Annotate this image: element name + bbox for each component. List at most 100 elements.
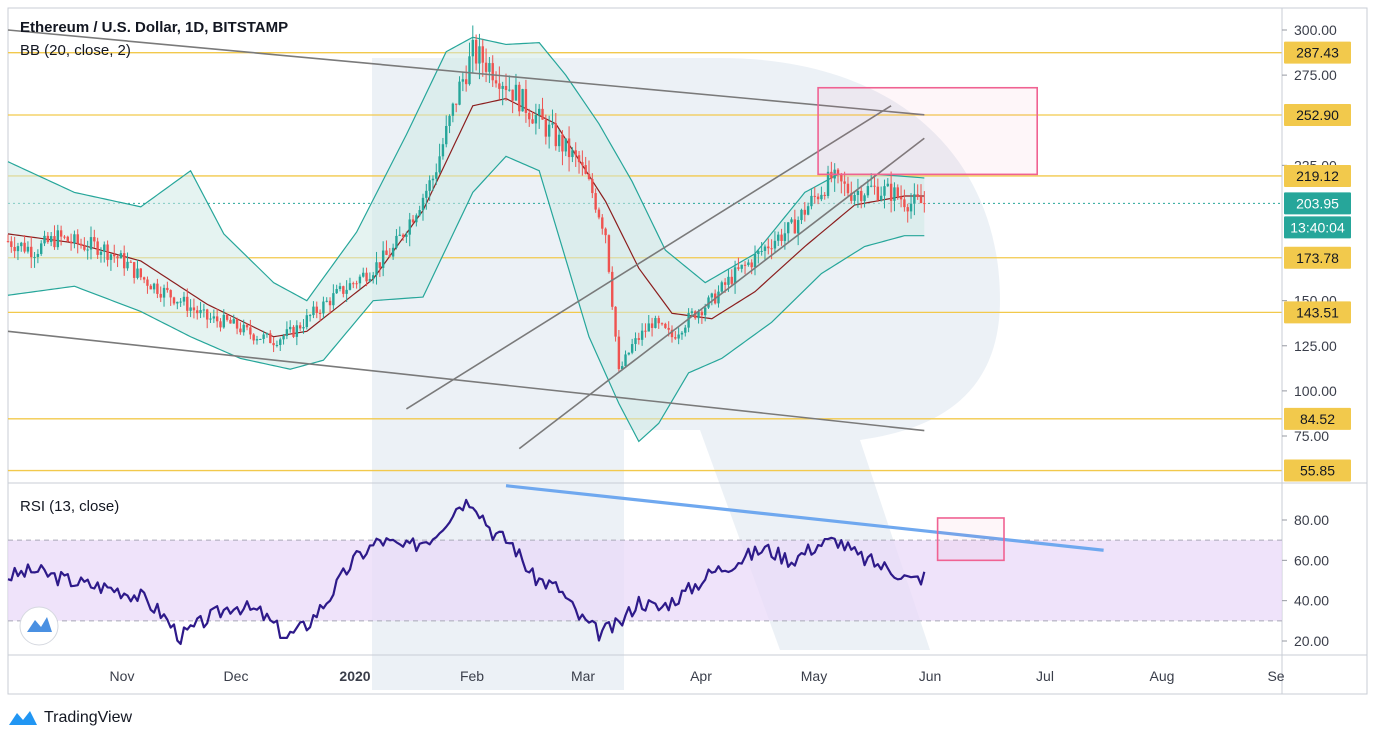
candle-body	[212, 316, 216, 319]
candle-body	[760, 250, 763, 252]
candle-body	[584, 165, 587, 174]
time-tick-label-9: Aug	[1150, 668, 1175, 684]
bar-countdown-tag-bg	[1284, 216, 1351, 239]
level-tag-0-bg	[1284, 41, 1351, 64]
candle-body	[159, 293, 162, 298]
candle-body	[501, 85, 504, 89]
candle-body	[767, 246, 770, 249]
candle-body	[252, 334, 255, 341]
candle-body	[710, 293, 714, 298]
candle-body	[494, 80, 498, 84]
price-tick-label-5: 100.00	[1294, 383, 1337, 399]
candle-body	[863, 195, 866, 202]
candle-body	[229, 319, 232, 324]
candle-body	[192, 307, 196, 311]
candle-body	[86, 249, 89, 251]
target-zones	[817, 86, 1039, 176]
candle-body	[474, 39, 478, 64]
candle-body	[810, 195, 813, 207]
level-tag-3: 173.78	[1284, 246, 1351, 269]
candle-body	[455, 103, 458, 105]
candle-body	[438, 156, 441, 173]
candle-body	[843, 181, 846, 184]
candle-body	[883, 186, 886, 196]
candle-body	[889, 183, 893, 201]
candle-body	[166, 287, 169, 291]
candle-body	[621, 366, 624, 370]
candle-body	[172, 297, 176, 304]
candle-body	[322, 301, 325, 314]
candle-body	[800, 209, 803, 221]
candle-body	[219, 321, 222, 328]
candle-body	[99, 251, 103, 255]
candle-body	[123, 253, 126, 269]
candle-body	[790, 219, 793, 223]
rsi-tick-label-2: 40.00	[1294, 593, 1329, 609]
price-axis[interactable]: 300.00275.00225.00150.00125.00100.0075.0…	[1282, 22, 1337, 444]
candle-body	[428, 180, 431, 191]
candle-body	[73, 234, 76, 244]
price-tick-label-6: 75.00	[1294, 428, 1329, 444]
tradingview-brand[interactable]: TradingView	[8, 706, 132, 730]
level-tag-3-bg	[1284, 246, 1351, 269]
candle-body	[295, 325, 299, 337]
candle-body	[103, 244, 106, 252]
rsi-axis[interactable]: 80.00 60.00 40.00 20.00	[1282, 512, 1329, 649]
candle-body	[338, 286, 342, 290]
candle-body	[308, 315, 312, 317]
chart-title: Ethereum / U.S. Dollar, 1D, BITSTAMP	[20, 19, 288, 36]
candle-body	[26, 246, 30, 252]
candle-body	[640, 330, 644, 340]
candle-body	[242, 324, 245, 333]
candle-body	[654, 318, 657, 328]
candle-body	[132, 262, 136, 278]
candle-body	[484, 62, 488, 72]
candle-body	[617, 336, 621, 370]
candle-body	[196, 310, 199, 314]
candle-body	[866, 186, 870, 196]
candle-body	[305, 315, 308, 328]
candle-body	[518, 84, 521, 112]
candle-body	[106, 244, 109, 260]
time-axis[interactable]: Nov Dec 2020 Feb Mar Apr May Jun Jul Aug Se	[110, 668, 1285, 684]
candle-body	[531, 119, 534, 124]
candle-body	[773, 240, 777, 249]
candle-body	[508, 89, 511, 91]
candle-body	[93, 237, 96, 242]
candle-body	[597, 209, 601, 218]
candle-body	[282, 335, 285, 340]
candle-body	[113, 254, 116, 257]
level-tag-0: 287.43	[1284, 41, 1351, 64]
candle-body	[670, 329, 674, 338]
candle-body	[737, 267, 740, 269]
level-tag-2: 219.12	[1284, 164, 1351, 187]
candle-body	[209, 318, 212, 320]
tradingview-floating-button[interactable]	[19, 606, 59, 646]
candle-body	[408, 219, 411, 235]
level-tag-5-text: 84.52	[1300, 411, 1335, 427]
candle-body	[372, 275, 375, 279]
bb-basis	[7, 97, 925, 338]
candle-body	[66, 236, 69, 242]
candle-body	[275, 344, 279, 346]
candle-body	[614, 306, 617, 337]
tradingview-brand-text: TradingView	[44, 709, 133, 726]
candle-body	[272, 343, 275, 346]
candle-body	[20, 242, 23, 247]
candle-body	[820, 194, 823, 200]
bollinger-bands	[7, 36, 925, 443]
candle-body	[421, 197, 425, 211]
candle-body	[647, 323, 650, 332]
candle-body	[445, 125, 448, 145]
indicator-label-rsi: RSI (13, close)	[20, 498, 119, 515]
candle-body	[418, 210, 421, 216]
candle-body	[554, 123, 557, 147]
candle-body	[567, 138, 571, 158]
candle-body	[269, 333, 272, 344]
candle-body	[830, 171, 833, 179]
candle-body	[630, 344, 634, 353]
candle-body	[637, 338, 640, 340]
candle-body	[33, 256, 36, 258]
